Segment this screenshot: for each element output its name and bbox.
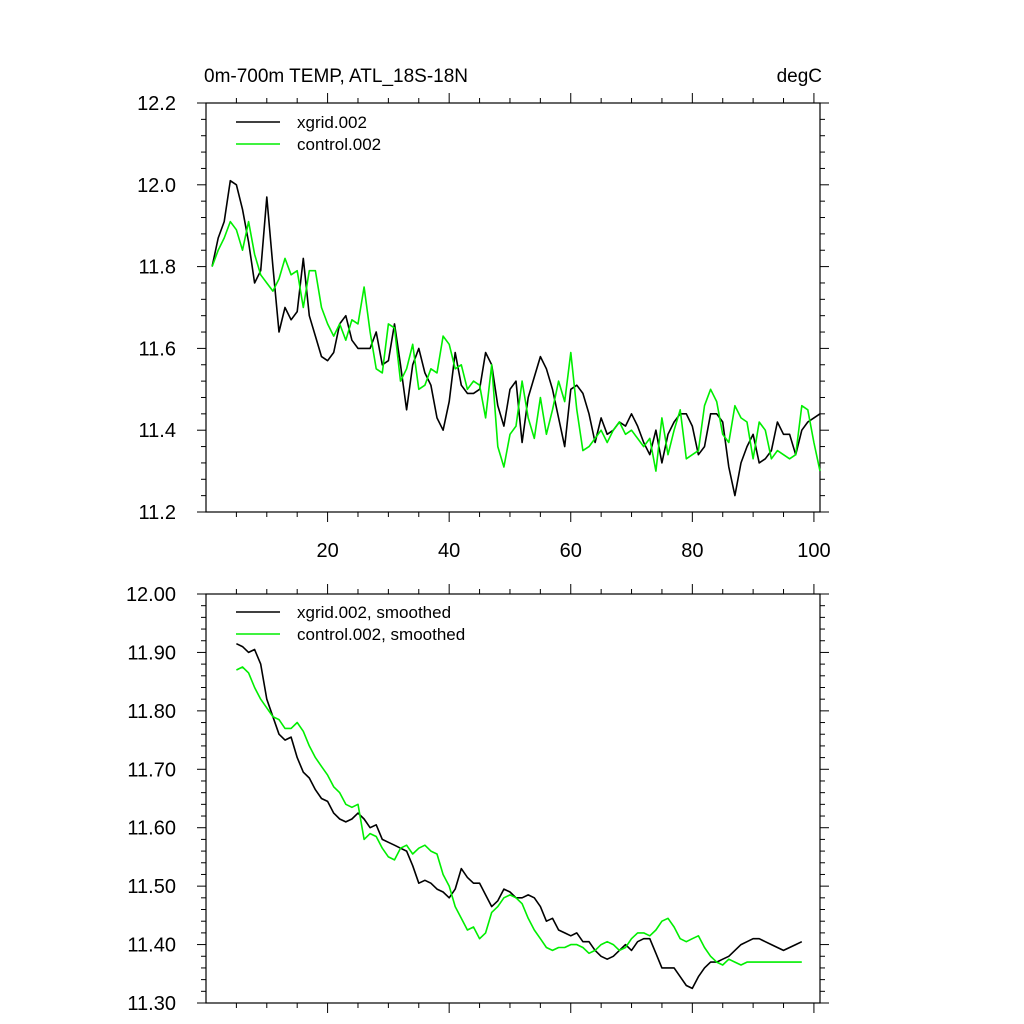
series-line-xgrid <box>211 179 821 497</box>
y-tick-label: 12.2 <box>137 93 176 115</box>
y-tick-label: 11.60 <box>127 818 176 840</box>
y-tick-label: 12.0 <box>137 175 176 197</box>
legend-label-control: control.002, smoothed <box>297 625 465 644</box>
units-label: degC <box>777 66 822 87</box>
series-line-control <box>211 220 821 472</box>
x-tick-label: 40 <box>438 540 460 562</box>
plot-frame <box>205 102 821 513</box>
chart-title: 0m-700m TEMP, ATL_18S-18N <box>204 66 468 87</box>
y-tick-label: 11.4 <box>139 420 176 442</box>
legend-label-control: control.002 <box>297 135 381 154</box>
y-tick-label: 11.80 <box>127 701 176 723</box>
x-tick-label: 20 <box>316 540 338 562</box>
legend-label-xgrid: xgrid.002 <box>297 113 367 132</box>
y-tick-label: 11.70 <box>127 759 176 781</box>
y-tick-label: 11.90 <box>127 642 176 664</box>
y-tick-label: 11.2 <box>139 502 176 524</box>
plot-frame <box>205 593 821 1004</box>
y-tick-label: 11.40 <box>127 935 176 957</box>
y-tick-label: 11.50 <box>127 876 176 898</box>
bottom-panel: 11.30 11.40 11.50 11.60 11.70 11.80 11.90 12.00… <box>126 584 829 1015</box>
series-line-xgrid <box>236 642 803 990</box>
x-tick-label: 100 <box>797 540 830 562</box>
series-line-control <box>236 666 802 966</box>
y-tick-label: 11.30 <box>127 993 176 1015</box>
x-tick-label: 60 <box>560 540 582 562</box>
y-tick-label: 12.00 <box>126 584 176 606</box>
legend-label-xgrid: xgrid.002, smoothed <box>297 603 451 622</box>
top-panel: 11.2 11.4 11.6 11.8 12.0 12.2 20 40 60 80 100 xgrid… <box>137 93 831 562</box>
y-tick-label: 11.8 <box>139 257 176 279</box>
x-tick-label: 80 <box>681 540 703 562</box>
y-tick-label: 11.6 <box>139 338 176 360</box>
